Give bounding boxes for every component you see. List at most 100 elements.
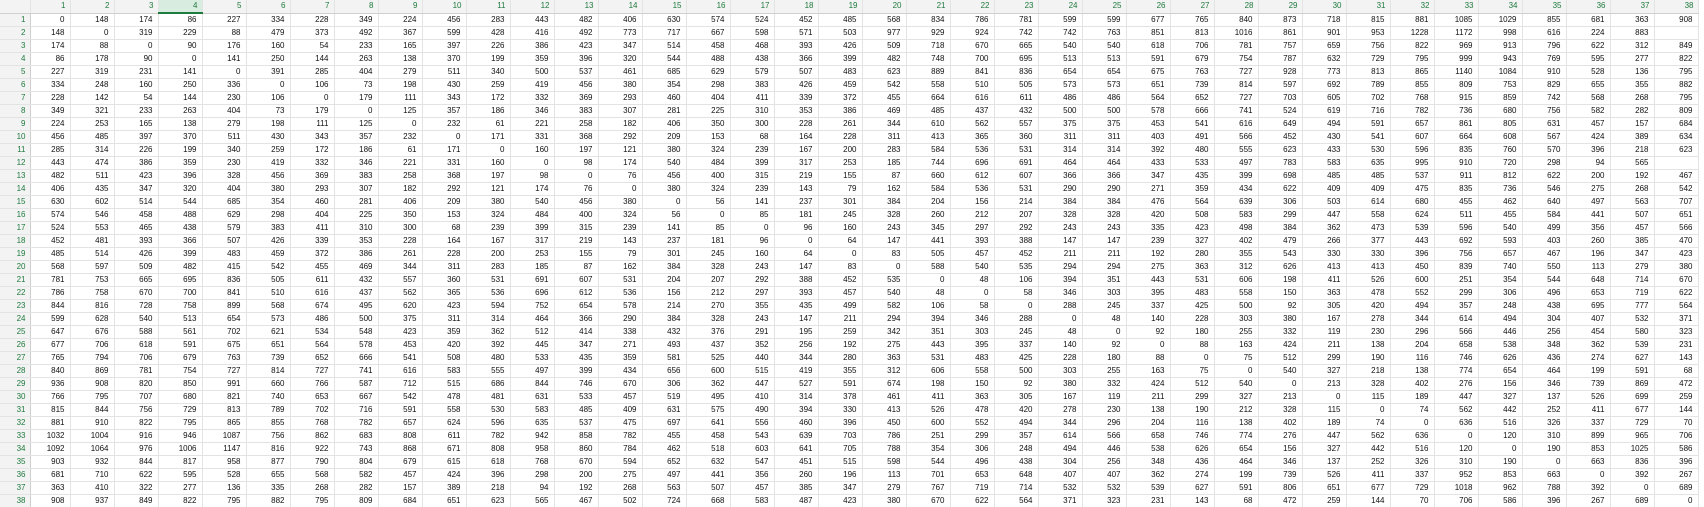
table-cell[interactable]: 758 [158,299,203,313]
table-cell[interactable]: 665 [114,273,159,287]
table-cell[interactable]: 340 [466,65,511,79]
column-header[interactable]: 23 [994,0,1039,14]
table-cell[interactable]: 452 [30,234,71,248]
table-cell[interactable]: 231 [1654,338,1699,352]
table-cell[interactable]: 356 [1566,221,1611,235]
table-cell[interactable]: 908 [70,377,115,391]
table-cell[interactable]: 0 [334,104,379,118]
table-cell[interactable]: 402 [1214,234,1259,248]
table-cell[interactable]: 500 [1038,104,1083,118]
table-cell[interactable]: 467 [1522,247,1567,261]
table-cell[interactable]: 424 [1126,377,1171,391]
table-cell[interactable]: 591 [818,377,863,391]
table-cell[interactable]: 756 [246,429,291,443]
table-cell[interactable]: 482 [862,52,907,66]
table-cell[interactable]: 494 [1390,299,1435,313]
table-cell[interactable]: 558 [1214,286,1259,300]
table-cell[interactable]: 0 [1170,351,1215,365]
row-header[interactable]: 19 [0,247,31,261]
table-cell[interactable]: 630 [30,195,71,209]
table-cell[interactable]: 399 [730,156,775,170]
table-cell[interactable]: 0 [1434,429,1479,443]
table-cell[interactable]: 0 [1522,455,1567,469]
table-cell[interactable]: 568 [1566,91,1611,105]
table-cell[interactable]: 700 [950,52,995,66]
table-cell[interactable]: 503 [818,26,863,40]
table-cell[interactable]: 677 [1346,481,1391,495]
table-cell[interactable]: 862 [290,429,335,443]
table-cell[interactable]: 465 [114,221,159,235]
table-cell[interactable]: 245 [818,208,863,222]
table-cell[interactable]: 511 [202,130,247,144]
table-cell[interactable]: 457 [1566,117,1611,131]
table-cell[interactable]: 702 [290,403,335,417]
table-cell[interactable]: 437 [686,338,731,352]
table-cell[interactable]: 86 [158,13,203,27]
table-cell[interactable]: 409 [1302,182,1347,196]
table-cell[interactable]: 483 [1170,286,1215,300]
table-cell[interactable]: 186 [466,104,511,118]
table-cell[interactable]: 386 [818,104,863,118]
table-cell[interactable]: 499 [1522,221,1567,235]
table-cell[interactable]: 460 [290,195,335,209]
column-header[interactable]: 27 [1170,0,1215,14]
table-cell[interactable]: 492 [334,26,379,40]
table-cell[interactable]: 426 [818,39,863,53]
table-cell[interactable]: 671 [422,442,467,456]
table-cell[interactable]: 435 [70,182,115,196]
table-cell[interactable]: 252 [1346,455,1391,469]
table-cell[interactable]: 230 [1346,325,1391,339]
table-cell[interactable]: 176 [202,39,247,53]
table-cell[interactable]: 556 [730,416,775,430]
table-cell[interactable]: 822 [158,494,203,507]
table-cell[interactable]: 1016 [1214,26,1259,40]
table-cell[interactable]: 362 [466,325,511,339]
table-cell[interactable]: 508 [1170,208,1215,222]
table-cell[interactable]: 312 [1214,260,1259,274]
table-cell[interactable]: 786 [950,13,995,27]
table-cell[interactable]: 211 [818,312,863,326]
table-cell[interactable]: 795 [158,416,203,430]
table-cell[interactable]: 440 [730,351,775,365]
table-cell[interactable]: 294 [1038,260,1083,274]
table-cell[interactable]: 419 [510,78,555,92]
table-cell[interactable]: 348 [1126,455,1171,469]
table-cell[interactable]: 314 [774,390,819,404]
table-cell[interactable]: 526 [906,403,951,417]
table-cell[interactable]: 204 [1390,338,1435,352]
table-cell[interactable]: 310 [334,221,379,235]
table-cell[interactable]: 805 [1478,117,1523,131]
table-cell[interactable]: 192 [554,481,599,495]
table-cell[interactable]: 403 [1522,234,1567,248]
table-cell[interactable]: 256 [774,338,819,352]
table-cell[interactable]: 324 [598,208,643,222]
table-cell[interactable]: 243 [730,260,775,274]
column-header[interactable]: 34 [1478,0,1523,14]
table-cell[interactable]: 457 [818,286,863,300]
table-cell[interactable]: 511 [422,65,467,79]
table-cell[interactable]: 496 [1522,286,1567,300]
table-cell[interactable]: 163 [1126,364,1171,378]
table-cell[interactable]: 311 [862,130,907,144]
table-cell[interactable]: 346 [1038,286,1083,300]
table-cell[interactable]: 614 [1346,195,1391,209]
table-cell[interactable]: 301 [818,195,863,209]
table-cell[interactable]: 684 [1654,117,1699,131]
table-cell[interactable]: 813 [1346,65,1391,79]
table-cell[interactable]: 335 [1126,221,1171,235]
table-cell[interactable]: 485 [554,403,599,417]
table-cell[interactable]: 355 [1610,78,1655,92]
table-cell[interactable]: 683 [334,429,379,443]
table-cell[interactable]: 784 [598,442,643,456]
table-cell[interactable]: 494 [994,416,1039,430]
table-cell[interactable]: 459 [246,247,291,261]
table-cell[interactable]: 275 [598,468,643,482]
table-cell[interactable]: 443 [906,338,951,352]
table-cell[interactable]: 384 [1038,195,1083,209]
table-cell[interactable]: 214 [994,195,1039,209]
table-cell[interactable]: 485 [70,130,115,144]
table-cell[interactable]: 503 [1302,195,1347,209]
table-cell[interactable]: 641 [686,416,731,430]
table-cell[interactable]: 622 [950,494,995,507]
table-cell[interactable]: 321 [70,104,115,118]
